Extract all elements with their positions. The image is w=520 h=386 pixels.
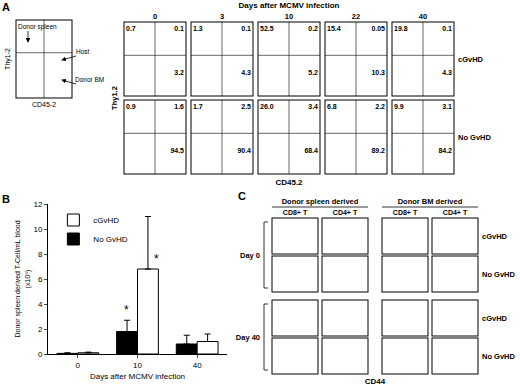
svg-text:15.4: 15.4 (327, 25, 341, 32)
svg-text:Donor BM: Donor BM (75, 76, 104, 83)
svg-text:22: 22 (352, 12, 360, 21)
svg-text:68.4: 68.4 (304, 147, 318, 154)
svg-text:4: 4 (38, 300, 43, 309)
svg-text:52.5: 52.5 (260, 25, 274, 32)
svg-text:CD8+ T: CD8+ T (393, 209, 418, 216)
svg-text:4.3: 4.3 (241, 69, 251, 76)
svg-text:1.7: 1.7 (193, 103, 203, 110)
svg-text:No GvHD: No GvHD (93, 235, 127, 244)
svg-text:*: * (124, 303, 129, 317)
svg-text:0.1: 0.1 (442, 25, 452, 32)
svg-text:84.2: 84.2 (438, 147, 452, 154)
svg-text:*: * (154, 252, 159, 266)
svg-text:CD8+ T: CD8+ T (283, 209, 308, 216)
svg-text:26.0: 26.0 (260, 103, 274, 110)
svg-text:cGvHD: cGvHD (482, 232, 508, 241)
svg-text:CD45.2: CD45.2 (275, 178, 303, 187)
svg-text:10.3: 10.3 (371, 69, 385, 76)
svg-text:2.2: 2.2 (375, 103, 385, 110)
svg-text:19.8: 19.8 (394, 25, 408, 32)
svg-text:0: 0 (38, 350, 43, 359)
svg-text:No GvHD: No GvHD (482, 352, 516, 361)
svg-text:9.9: 9.9 (394, 103, 404, 110)
svg-text:40: 40 (419, 12, 427, 21)
svg-text:cGvHD: cGvHD (93, 216, 119, 225)
svg-text:Donor spleen: Donor spleen (18, 23, 57, 31)
svg-text:2: 2 (38, 325, 43, 334)
svg-text:90.4: 90.4 (237, 147, 251, 154)
svg-text:0.1: 0.1 (241, 25, 251, 32)
svg-text:6.8: 6.8 (327, 103, 337, 110)
svg-text:C: C (238, 190, 246, 202)
svg-text:2.5: 2.5 (241, 103, 251, 110)
svg-text:3.4: 3.4 (308, 103, 318, 110)
svg-text:3.2: 3.2 (174, 69, 184, 76)
svg-text:Thy1-2: Thy1-2 (4, 48, 12, 70)
svg-text:Host: Host (76, 48, 90, 55)
svg-text:40: 40 (193, 361, 202, 370)
svg-text:8: 8 (38, 250, 43, 259)
svg-text:CD45-2: CD45-2 (32, 101, 56, 108)
svg-text:10: 10 (133, 361, 142, 370)
svg-text:89.2: 89.2 (371, 147, 385, 154)
svg-text:Donor spleen derived: Donor spleen derived (282, 197, 359, 206)
svg-text:Days after MCMV infection: Days after MCMV infection (239, 1, 340, 10)
svg-text:CD4+ T: CD4+ T (333, 209, 358, 216)
svg-text:0: 0 (153, 12, 157, 21)
svg-text:0.05: 0.05 (371, 25, 385, 32)
svg-text:No GvHD: No GvHD (482, 270, 516, 279)
svg-text:0.2: 0.2 (308, 25, 318, 32)
svg-text:B: B (2, 193, 10, 205)
svg-text:0.7: 0.7 (126, 25, 136, 32)
svg-text:Donor BM derived: Donor BM derived (398, 197, 463, 206)
svg-text:0: 0 (76, 361, 81, 370)
svg-text:1.3: 1.3 (193, 25, 203, 32)
svg-text:0.1: 0.1 (174, 25, 184, 32)
svg-text:cGvHD: cGvHD (482, 314, 508, 323)
svg-text:94.5: 94.5 (170, 147, 184, 154)
svg-text:CD4+ T: CD4+ T (443, 209, 468, 216)
svg-text:3: 3 (220, 12, 224, 21)
svg-text:6: 6 (38, 275, 43, 284)
svg-text:Days after MCMV infection: Days after MCMV infection (90, 372, 185, 381)
svg-text:Donor spleen derived T-Cell/mL: Donor spleen derived T-Cell/mL blood(x10… (14, 220, 31, 337)
svg-text:Day 40: Day 40 (236, 333, 260, 342)
svg-text:0.9: 0.9 (126, 103, 136, 110)
svg-text:CD44: CD44 (365, 377, 386, 386)
svg-text:Thy1.2: Thy1.2 (110, 86, 119, 110)
svg-text:12: 12 (33, 200, 42, 209)
svg-text:No GvHD: No GvHD (458, 133, 492, 142)
svg-text:Day 0: Day 0 (240, 251, 260, 260)
svg-text:4.3: 4.3 (442, 69, 452, 76)
svg-text:1.6: 1.6 (174, 103, 184, 110)
svg-text:10: 10 (33, 225, 42, 234)
svg-text:10: 10 (285, 12, 293, 21)
svg-text:cGvHD: cGvHD (458, 55, 484, 64)
svg-text:A: A (2, 1, 10, 13)
svg-text:3.1: 3.1 (442, 103, 452, 110)
svg-text:5.2: 5.2 (308, 69, 318, 76)
